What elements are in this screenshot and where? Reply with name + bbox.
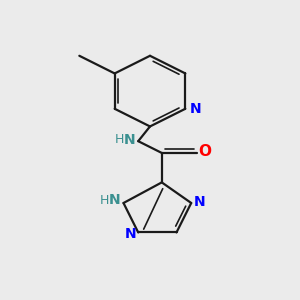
Text: N: N [194, 194, 206, 208]
Text: H: H [114, 133, 124, 146]
Text: N: N [124, 133, 135, 147]
Text: N: N [190, 102, 202, 116]
Text: O: O [198, 144, 211, 159]
Text: N: N [125, 227, 137, 241]
Text: N: N [109, 193, 121, 207]
Text: H: H [100, 194, 109, 207]
